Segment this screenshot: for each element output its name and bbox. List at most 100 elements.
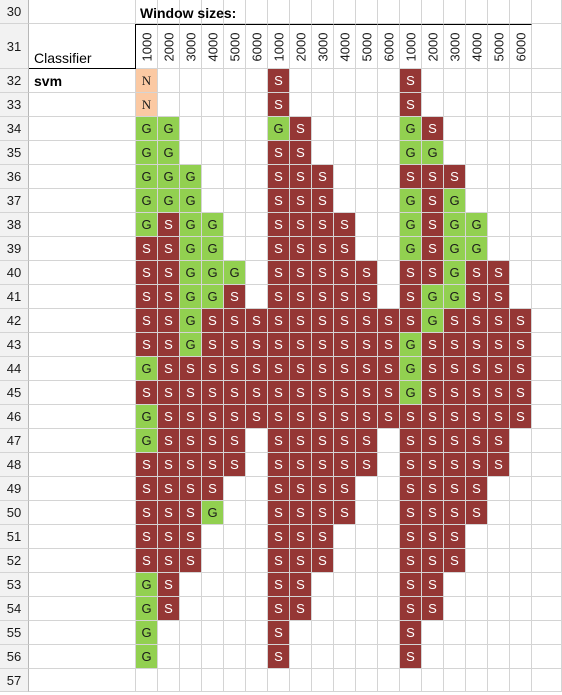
cell[interactable] bbox=[488, 237, 510, 261]
cell[interactable] bbox=[246, 621, 268, 645]
cell[interactable] bbox=[488, 525, 510, 549]
column-header[interactable]: 2000 bbox=[158, 24, 180, 69]
cell[interactable] bbox=[202, 645, 224, 669]
cell[interactable] bbox=[224, 117, 246, 141]
row-header[interactable]: 48 bbox=[0, 453, 29, 477]
mark-g[interactable]: G bbox=[180, 237, 202, 261]
column-header[interactable]: 1000 bbox=[400, 24, 422, 69]
mark-g[interactable]: G bbox=[400, 189, 422, 213]
row-header[interactable]: 40 bbox=[0, 261, 29, 285]
mark-s[interactable]: S bbox=[312, 525, 334, 549]
mark-s[interactable]: S bbox=[356, 381, 378, 405]
mark-s[interactable]: S bbox=[378, 333, 400, 357]
row-header[interactable]: 39 bbox=[0, 237, 29, 261]
mark-s[interactable]: S bbox=[268, 405, 290, 429]
mark-s[interactable]: S bbox=[334, 429, 356, 453]
mark-s[interactable]: S bbox=[466, 309, 488, 333]
cell[interactable] bbox=[29, 669, 136, 692]
cell[interactable] bbox=[334, 669, 356, 692]
cell[interactable] bbox=[510, 165, 532, 189]
column-header[interactable]: 6000 bbox=[246, 24, 268, 69]
mark-s[interactable]: S bbox=[400, 453, 422, 477]
cell[interactable] bbox=[510, 69, 532, 93]
cell[interactable] bbox=[356, 645, 378, 669]
cell[interactable] bbox=[488, 69, 510, 93]
cell[interactable] bbox=[466, 573, 488, 597]
mark-s[interactable]: S bbox=[158, 333, 180, 357]
cell[interactable] bbox=[202, 669, 224, 692]
cell[interactable] bbox=[378, 285, 400, 309]
column-header[interactable]: 1000 bbox=[136, 24, 158, 69]
cell[interactable] bbox=[378, 93, 400, 117]
mark-s[interactable]: S bbox=[312, 261, 334, 285]
row-header[interactable]: 31 bbox=[0, 24, 29, 69]
mark-s[interactable]: S bbox=[158, 357, 180, 381]
mark-s[interactable]: S bbox=[180, 381, 202, 405]
cell[interactable] bbox=[158, 621, 180, 645]
mark-s[interactable]: S bbox=[180, 549, 202, 573]
cell[interactable] bbox=[180, 0, 202, 24]
cell[interactable] bbox=[532, 24, 562, 69]
mark-s[interactable]: S bbox=[202, 477, 224, 501]
cell[interactable] bbox=[378, 645, 400, 669]
mark-s[interactable]: S bbox=[356, 333, 378, 357]
cell[interactable] bbox=[532, 477, 562, 501]
mark-s[interactable]: S bbox=[202, 357, 224, 381]
mark-s[interactable]: S bbox=[466, 429, 488, 453]
cell[interactable] bbox=[510, 573, 532, 597]
mark-s[interactable]: S bbox=[312, 285, 334, 309]
cell[interactable] bbox=[466, 165, 488, 189]
cell[interactable] bbox=[356, 141, 378, 165]
cell[interactable] bbox=[224, 165, 246, 189]
mark-g[interactable]: G bbox=[444, 237, 466, 261]
mark-s[interactable]: S bbox=[444, 333, 466, 357]
mark-s[interactable]: S bbox=[158, 285, 180, 309]
column-header[interactable]: 3000 bbox=[312, 24, 334, 69]
mark-s[interactable]: S bbox=[180, 357, 202, 381]
cell[interactable] bbox=[334, 93, 356, 117]
cell[interactable] bbox=[180, 669, 202, 692]
cell[interactable] bbox=[312, 645, 334, 669]
mark-s[interactable]: S bbox=[488, 261, 510, 285]
mark-s[interactable]: S bbox=[444, 477, 466, 501]
mark-s[interactable]: S bbox=[158, 237, 180, 261]
cell[interactable] bbox=[510, 117, 532, 141]
mark-g[interactable]: G bbox=[136, 645, 158, 669]
mark-s[interactable]: S bbox=[312, 405, 334, 429]
cell[interactable] bbox=[136, 0, 158, 24]
cell[interactable] bbox=[290, 0, 312, 24]
mark-s[interactable]: S bbox=[180, 405, 202, 429]
mark-s[interactable]: S bbox=[290, 501, 312, 525]
mark-s[interactable]: S bbox=[488, 405, 510, 429]
mark-s[interactable]: S bbox=[488, 453, 510, 477]
mark-s[interactable]: S bbox=[180, 429, 202, 453]
mark-g[interactable]: G bbox=[136, 189, 158, 213]
cell[interactable] bbox=[29, 597, 136, 621]
mark-s[interactable]: S bbox=[290, 597, 312, 621]
mark-s[interactable]: S bbox=[158, 549, 180, 573]
cell[interactable] bbox=[378, 117, 400, 141]
mark-s[interactable]: S bbox=[400, 525, 422, 549]
cell[interactable] bbox=[158, 93, 180, 117]
mark-g[interactable]: G bbox=[400, 213, 422, 237]
cell[interactable] bbox=[378, 0, 400, 24]
cell[interactable] bbox=[532, 69, 562, 93]
mark-g[interactable]: G bbox=[136, 621, 158, 645]
cell[interactable] bbox=[29, 213, 136, 237]
mark-s[interactable]: S bbox=[312, 237, 334, 261]
mark-s[interactable]: S bbox=[466, 477, 488, 501]
cell[interactable] bbox=[510, 477, 532, 501]
mark-s[interactable]: S bbox=[290, 189, 312, 213]
cell[interactable] bbox=[488, 165, 510, 189]
cell[interactable] bbox=[246, 573, 268, 597]
cell[interactable] bbox=[224, 501, 246, 525]
mark-s[interactable]: S bbox=[268, 357, 290, 381]
cell[interactable] bbox=[290, 93, 312, 117]
cell[interactable] bbox=[422, 69, 444, 93]
mark-g[interactable]: G bbox=[444, 213, 466, 237]
mark-g[interactable]: G bbox=[202, 237, 224, 261]
cell[interactable] bbox=[510, 645, 532, 669]
cell[interactable] bbox=[356, 117, 378, 141]
cell[interactable] bbox=[378, 525, 400, 549]
mark-s[interactable]: S bbox=[246, 309, 268, 333]
